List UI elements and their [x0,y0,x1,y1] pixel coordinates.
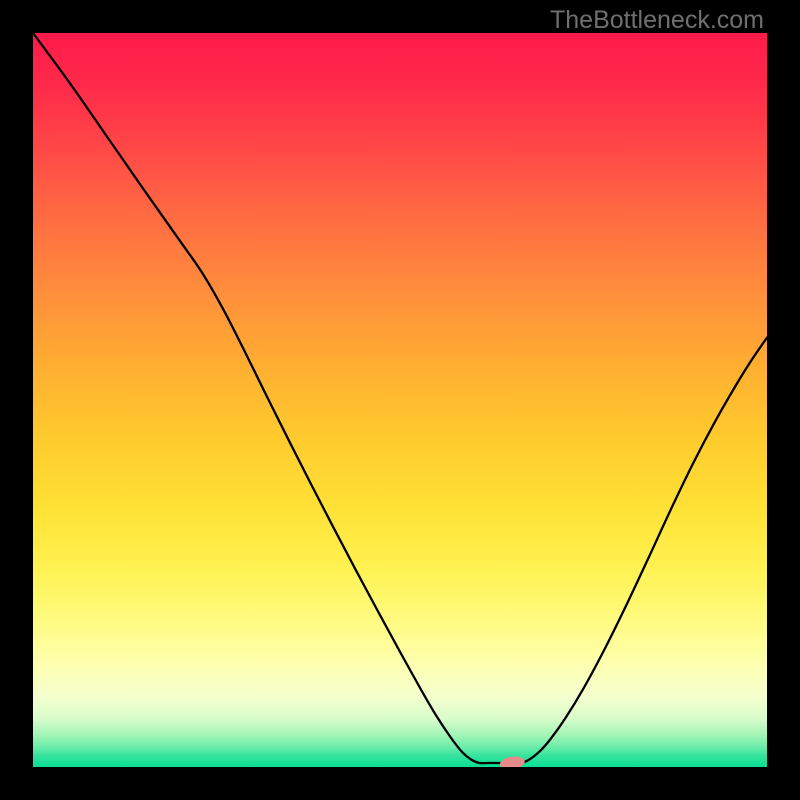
plot-area [33,33,767,767]
chart-stage: TheBottleneck.com [0,0,800,800]
gradient-background [33,33,767,767]
bottleneck-curve-chart [33,33,767,767]
watermark-text: TheBottleneck.com [550,6,764,35]
